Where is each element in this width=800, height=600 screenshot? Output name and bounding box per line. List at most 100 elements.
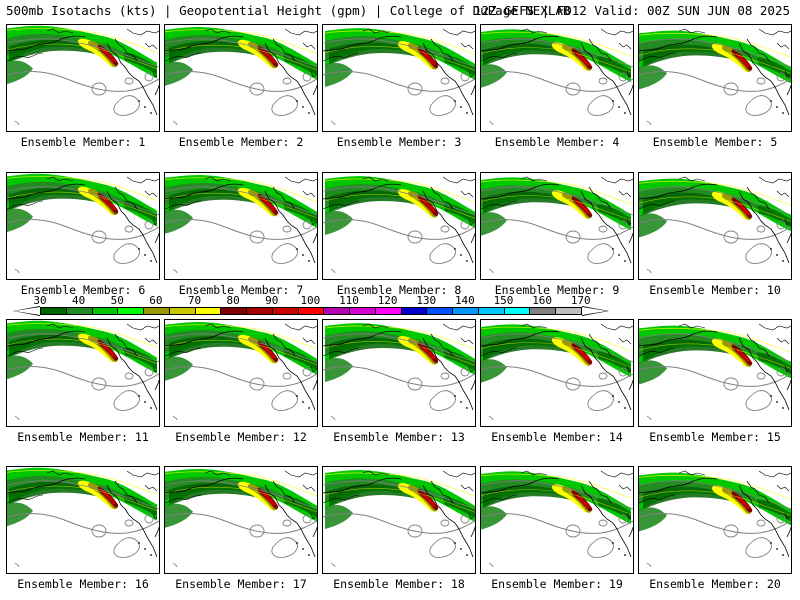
- ensemble-member-label: Ensemble Member: 9: [494, 283, 620, 297]
- colorbar-swatch: [477, 307, 505, 315]
- colorbar-tick-label: 60: [149, 294, 163, 307]
- isotach-map-svg: [323, 470, 475, 568]
- ensemble-map: [164, 466, 318, 574]
- colorbar-swatch: [374, 307, 402, 315]
- colorbar-tick-label: 160: [532, 294, 553, 307]
- colorbar-swatch: [194, 307, 222, 315]
- isotach-map-svg: [323, 176, 475, 274]
- ensemble-member-label: Ensemble Member: 2: [178, 135, 304, 149]
- isotach-map-svg: [481, 176, 633, 274]
- colorbar-tick-label: 110: [339, 294, 359, 307]
- colorbar-tick-label: 130: [416, 294, 437, 307]
- colorbar-tick-label: 40: [72, 294, 86, 307]
- ensemble-member-label: Ensemble Member: 18: [333, 577, 465, 591]
- isotach-map-svg: [481, 323, 633, 421]
- ensemble-map: [480, 24, 634, 132]
- ensemble-member-label: Ensemble Member: 20: [649, 577, 781, 591]
- ensemble-map: [322, 319, 476, 427]
- colorbar-swatch: [246, 307, 273, 315]
- colorbar-swatch: [529, 307, 556, 315]
- colorbar-swatch: [503, 307, 531, 315]
- isotach-map-svg: [323, 323, 475, 421]
- ensemble-member-label: Ensemble Member: 14: [491, 430, 623, 444]
- isotach-map-svg: [7, 25, 159, 126]
- ensemble-map: [480, 466, 634, 574]
- isotach-map-svg: [639, 470, 791, 568]
- colorbar-swatch: [452, 307, 479, 315]
- colorbar-swatch: [400, 307, 428, 315]
- ensemble-map: [322, 172, 476, 280]
- ensemble-map: [638, 319, 792, 427]
- ensemble-map: [322, 24, 476, 132]
- colorbar-swatch: [143, 307, 170, 315]
- ensemble-member-label: Ensemble Member: 12: [175, 430, 307, 444]
- colorbar-swatch: [349, 307, 376, 315]
- isotach-map-svg: [7, 467, 159, 568]
- colorbar-swatch: [297, 307, 325, 315]
- ensemble-map: [322, 466, 476, 574]
- ensemble-member-label: Ensemble Member: 6: [20, 283, 146, 297]
- ensemble-map: [6, 319, 160, 427]
- colorbar-tick-label: 80: [226, 294, 240, 307]
- ensemble-member-label: Ensemble Member: 3: [336, 135, 462, 149]
- colorbar-swatch: [271, 307, 299, 315]
- colorbar-swatch: [323, 307, 350, 315]
- colorbar-tick-label: 30: [33, 294, 47, 307]
- colorbar-tick-label: 100: [300, 294, 321, 307]
- colorbar-tick-label: 70: [187, 294, 202, 307]
- isotach-colorbar: 30 40 50 60 70 80 90 100 110 120 130 140 150 160 170: [0, 294, 800, 320]
- ensemble-member-label: Ensemble Member: 1: [20, 135, 146, 149]
- ensemble-member-label: Ensemble Member: 16: [17, 577, 149, 591]
- ensemble-member-label: Ensemble Member: 13: [333, 430, 465, 444]
- ensemble-map: [164, 172, 318, 280]
- colorbar-tick-label: 90: [265, 294, 279, 307]
- ensemble-map: [6, 24, 160, 132]
- isotach-map-svg: [481, 470, 633, 568]
- colorbar-swatch: [555, 307, 582, 315]
- ensemble-map: [164, 24, 318, 132]
- ensemble-member-label: Ensemble Member: 5: [652, 135, 778, 149]
- colorbar-swatch: [220, 307, 247, 315]
- colorbar-swatch: [40, 307, 67, 315]
- ensemble-map: [638, 172, 792, 280]
- isotach-map-svg: [165, 321, 317, 421]
- isotach-map-svg: [639, 176, 791, 274]
- ensemble-map: [638, 24, 792, 132]
- colorbar-left-arrow: [14, 307, 40, 315]
- ensemble-member-label: Ensemble Member: 8: [336, 283, 462, 297]
- colorbar-tick-labels: 30 40 50 60 70 80 90 100 110 120 130 140 150 160 170: [0, 294, 800, 307]
- colorbar-tick-label: 170: [570, 294, 591, 307]
- colorbar-tick-label: 120: [377, 294, 398, 307]
- isotach-map-svg: [323, 28, 475, 126]
- isotach-map-svg: [639, 323, 791, 421]
- ensemble-member-label: Ensemble Member: 11: [17, 430, 149, 444]
- ensemble-member-label: Ensemble Member: 19: [491, 577, 623, 591]
- ensemble-map: [6, 172, 160, 280]
- isotach-map-svg: [639, 28, 791, 126]
- isotach-map-svg: [165, 26, 317, 126]
- colorbar-swatch: [426, 307, 453, 315]
- colorbar-tick-label: 50: [110, 294, 124, 307]
- chart-title: 500mb Isotachs (kts) | Geopotential Heig…: [6, 3, 571, 18]
- isotach-map-svg: [165, 468, 317, 568]
- colorbar-right-arrow: [581, 307, 607, 315]
- ensemble-map: [480, 319, 634, 427]
- colorbar-swatch: [65, 307, 93, 315]
- colorbar-swatch: [117, 307, 144, 315]
- colorbar-tick-label: 140: [454, 294, 475, 307]
- ensemble-member-label: Ensemble Member: 4: [494, 135, 620, 149]
- colorbar-swatch: [168, 307, 196, 315]
- isotach-map-svg: [7, 320, 159, 421]
- colorbar-swatch: [91, 307, 119, 315]
- ensemble-map: [6, 466, 160, 574]
- isotach-map-svg: [481, 28, 633, 126]
- ensemble-member-label: Ensemble Member: 15: [649, 430, 781, 444]
- ensemble-member-label: Ensemble Member: 7: [178, 283, 304, 297]
- ensemble-member-label: Ensemble Member: 17: [175, 577, 307, 591]
- model-valid-time: 12Z GEFS | F012 Valid: 00Z SUN JUN 08 20…: [473, 3, 790, 18]
- isotach-map-svg: [7, 173, 159, 274]
- ensemble-map: [164, 319, 318, 427]
- ensemble-map: [480, 172, 634, 280]
- ensemble-map: [638, 466, 792, 574]
